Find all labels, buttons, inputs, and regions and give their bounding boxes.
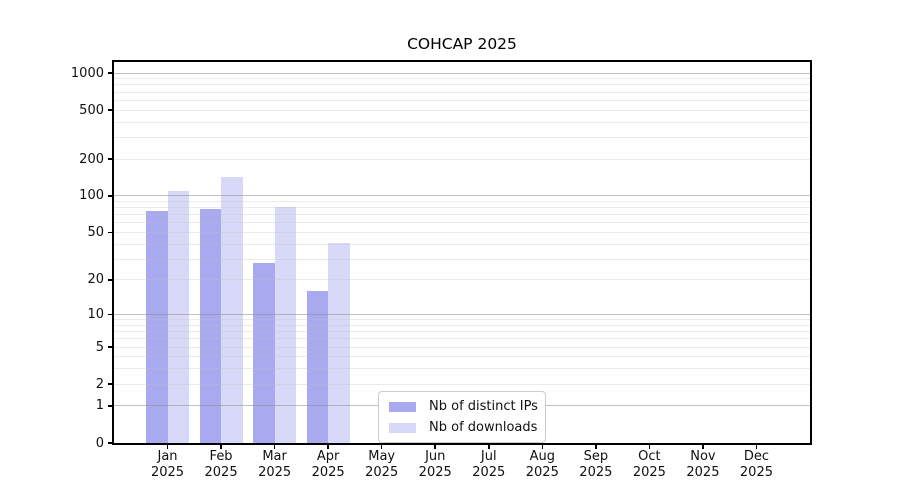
legend: Nb of distinct IPs Nb of downloads [378,391,546,443]
x-tick-label-nov: Nov 2025 [686,449,720,480]
gridline-minor-4 [114,356,810,358]
x-tick-mark-jun [434,445,436,449]
gridline-minor-80 [114,207,810,209]
y-tick-mark-0 [108,442,112,444]
x-tick-label-jun: Jun 2025 [418,449,452,480]
x-tick-mark-jul [488,445,490,449]
y-tick-label-1000: 1000 [70,65,104,81]
gridline-minor-400 [114,121,810,123]
x-tick-label-mar: Mar 2025 [258,449,292,480]
gridline-minor-20 [114,279,810,281]
y-tick-label-5: 5 [95,339,104,355]
x-tick-mark-sep [595,445,597,449]
x-tick-label-feb: Feb 2025 [204,449,238,480]
gridline-minor-900 [114,78,810,80]
y-tick-mark-200 [108,158,112,160]
y-tick-mark-500 [108,109,112,111]
gridline-minor-40 [114,243,810,245]
y-tick-label-2: 2 [95,376,104,392]
x-tick-mark-apr [327,445,329,449]
bar-feb-distinct-ips [199,209,222,443]
x-tick-label-aug: Aug 2025 [525,449,559,480]
y-tick-mark-1000 [108,72,112,74]
bar-jan-distinct-ips [146,211,168,443]
y-tick-label-50: 50 [87,224,104,240]
chart-title: COHCAP 2025 [407,35,517,53]
y-tick-label-100: 100 [79,188,104,204]
x-tick-mark-nov [702,445,704,449]
y-tick-mark-2 [108,383,112,385]
gridline-minor-700 [114,91,810,93]
x-tick-mark-jan [166,445,169,449]
x-tick-label-jan: Jan 2025 [150,449,185,480]
x-tick-mark-mar [273,445,276,449]
y-tick-label-500: 500 [79,102,104,118]
x-tick-mark-oct [648,445,651,449]
legend-item-distinct-ips: Nb of distinct IPs [379,396,545,417]
y-tick-label-10: 10 [87,307,104,323]
y-tick-label-0: 0 [95,435,104,451]
y-tick-mark-20 [108,279,112,281]
bar-mar-downloads [274,207,297,443]
gridline-minor-3 [114,368,810,370]
gridline-minor-5 [114,346,810,348]
gridline-minor-30 [114,258,810,260]
bar-apr-downloads [328,242,350,443]
gridline-minor-70 [114,214,810,216]
gridline-minor-50 [114,231,810,233]
gridline-minor-8 [114,324,810,326]
x-tick-mark-aug [541,445,544,449]
gridline-minor-500 [114,109,810,111]
x-tick-mark-feb [220,445,222,449]
gridline-minor-300 [114,136,810,138]
gridline-major-100 [114,195,810,197]
legend-swatch-downloads [389,422,416,433]
legend-label-distinct-ips: Nb of distinct IPs [429,399,538,414]
x-tick-mark-may [380,445,383,449]
legend-label-downloads: Nb of downloads [429,420,538,435]
gridline-minor-7 [114,331,810,333]
x-tick-label-apr: Apr 2025 [311,449,345,480]
y-tick-label-200: 200 [79,151,104,167]
x-tick-label-oct: Oct 2025 [632,449,666,480]
legend-swatch-distinct-ips [389,401,416,412]
gridline-minor-800 [114,84,810,86]
y-tick-mark-10 [108,313,112,316]
y-tick-label-20: 20 [87,272,104,288]
gridline-minor-600 [114,99,810,101]
gridline-minor-90 [114,200,810,202]
y-tick-mark-100 [108,195,112,197]
x-tick-label-jul: Jul 2025 [472,449,506,480]
y-tick-mark-1 [108,405,112,407]
x-tick-mark-dec [755,445,758,449]
legend-item-downloads: Nb of downloads [379,417,545,438]
y-tick-mark-5 [108,346,112,348]
bar-jan-downloads [167,190,190,443]
y-tick-mark-50 [108,231,112,234]
bar-mar-distinct-ips [253,262,275,443]
gridline-minor-60 [114,222,810,224]
gridline-major-1000 [114,72,810,74]
bar-feb-downloads [221,176,243,443]
gridline-minor-9 [114,319,810,321]
gridline-minor-2 [114,383,810,385]
plot-inner: Nb of distinct IPs Nb of downloads [114,62,810,443]
bar-apr-distinct-ips [306,291,329,443]
y-tick-label-1: 1 [95,398,104,414]
x-tick-label-sep: Sep 2025 [579,449,613,480]
x-tick-label-may: May 2025 [365,449,399,480]
gridline-minor-200 [114,158,810,160]
gridline-minor-6 [114,338,810,340]
x-tick-label-dec: Dec 2025 [739,449,773,480]
plot-area: Nb of distinct IPs Nb of downloads [112,60,812,445]
gridline-major-10 [114,314,810,316]
